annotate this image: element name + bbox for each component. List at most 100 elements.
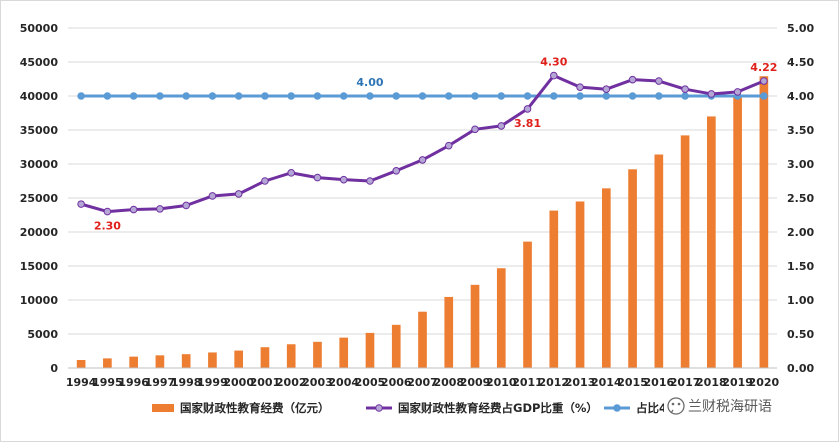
series-point [497, 122, 506, 130]
series-point [444, 141, 453, 150]
x-tick-label: 2013 [565, 376, 596, 389]
axes: 0 5000 10000 15000 20000 25000 30000 35000 40000… [20, 22, 815, 389]
x-tick-label: 2006 [381, 376, 412, 389]
x-tick-label: 1994 [66, 376, 97, 389]
legend-swatch [152, 404, 174, 412]
bar [470, 284, 480, 368]
series-point [366, 92, 374, 100]
bar [680, 135, 690, 368]
bar-series [76, 76, 769, 369]
series-point [471, 125, 479, 134]
x-tick-label: 1998 [171, 376, 202, 389]
watermark-background [664, 393, 832, 419]
bar [601, 188, 611, 368]
x-tick-label: 2002 [276, 376, 307, 389]
x-tick-label: 2017 [670, 376, 701, 389]
x-tick-label: 2012 [538, 376, 569, 389]
series-point [129, 205, 138, 214]
series-point [313, 173, 322, 182]
bar [523, 241, 532, 368]
watermark-text: 兰财税海研语 [688, 399, 772, 415]
series-point [681, 85, 689, 93]
series-point [77, 92, 85, 100]
x-tick-label: 1996 [118, 376, 149, 389]
y-right-tick-label: 2.50 [787, 192, 814, 205]
series-point [366, 177, 374, 185]
y-right-tick-label: 1.50 [787, 260, 814, 273]
series-point [549, 92, 558, 100]
bar [759, 76, 769, 369]
x-tick-label: 2008 [433, 376, 464, 389]
series-point [261, 177, 269, 185]
bar [181, 354, 191, 368]
bar [208, 352, 217, 368]
x-tick-label: 2000 [223, 376, 254, 389]
series-point [760, 77, 768, 85]
y-right-tick-label: 4.50 [787, 56, 814, 69]
bar [707, 116, 716, 368]
x-tick-label: 2016 [644, 376, 675, 389]
x-tick-label: 2007 [407, 376, 438, 389]
series-point [156, 205, 164, 213]
x-tick-label: 2009 [460, 376, 491, 389]
legend-label: 国家财政性教育经费（亿元） [180, 401, 330, 415]
bar [234, 350, 244, 368]
y-right-tick-label: 3.00 [787, 158, 814, 171]
y-left-tick-label: 15000 [20, 260, 59, 273]
x-tick-label: 2011 [512, 376, 543, 389]
series-point [497, 92, 506, 100]
bar [155, 355, 165, 368]
series-point [602, 92, 611, 100]
y-left-tick-label: 5000 [27, 328, 58, 341]
bar [654, 154, 664, 368]
bar [313, 341, 322, 368]
bar [391, 324, 401, 368]
bar [286, 344, 296, 368]
series-point [628, 92, 637, 100]
series-point [523, 105, 532, 113]
y-right-tick-label: 3.50 [787, 124, 814, 137]
bar [628, 169, 637, 368]
wechat-icon [667, 397, 685, 415]
series-point [339, 92, 348, 100]
series-point [287, 92, 296, 100]
bar [444, 296, 454, 368]
series-point [655, 92, 663, 100]
series-point [208, 92, 217, 100]
bar [733, 95, 742, 369]
bar [339, 337, 349, 368]
series-point [287, 169, 296, 177]
series-point [77, 200, 85, 208]
x-tick-label: 2005 [355, 376, 386, 389]
x-tick-label: 2019 [722, 376, 753, 389]
bar [76, 360, 86, 368]
bar [496, 268, 506, 368]
y-right-tick-label: 2.00 [787, 226, 814, 239]
series-point [261, 92, 269, 100]
x-tick-label: 2001 [250, 376, 281, 389]
series-point [523, 92, 532, 100]
series-point [129, 92, 138, 100]
watermark: 兰财税海研语 [664, 393, 832, 419]
data-label: 2.30 [94, 220, 121, 233]
legend: 国家财政性教育经费（亿元） 国家财政性教育经费占GDP比重（%） 占比4% [152, 401, 679, 415]
y-left-tick-label: 35000 [20, 124, 59, 137]
bar [549, 210, 559, 368]
legend-label: 国家财政性教育经费占GDP比重（%） [398, 401, 598, 415]
data-label: 3.81 [514, 117, 541, 130]
series-point [655, 77, 663, 85]
series-point [313, 92, 322, 100]
series-point [392, 92, 401, 100]
y-right-tick-label: 4.00 [787, 90, 814, 103]
series-point [418, 92, 427, 100]
bar [129, 356, 138, 368]
y-left-tick-label: 40000 [20, 90, 59, 103]
x-tick-label: 1999 [197, 376, 228, 389]
bar [103, 358, 112, 368]
legend-marker [375, 404, 383, 412]
y-left-tick-label: 50000 [20, 22, 59, 35]
x-tick-label: 2015 [617, 376, 648, 389]
series-point [576, 83, 584, 91]
